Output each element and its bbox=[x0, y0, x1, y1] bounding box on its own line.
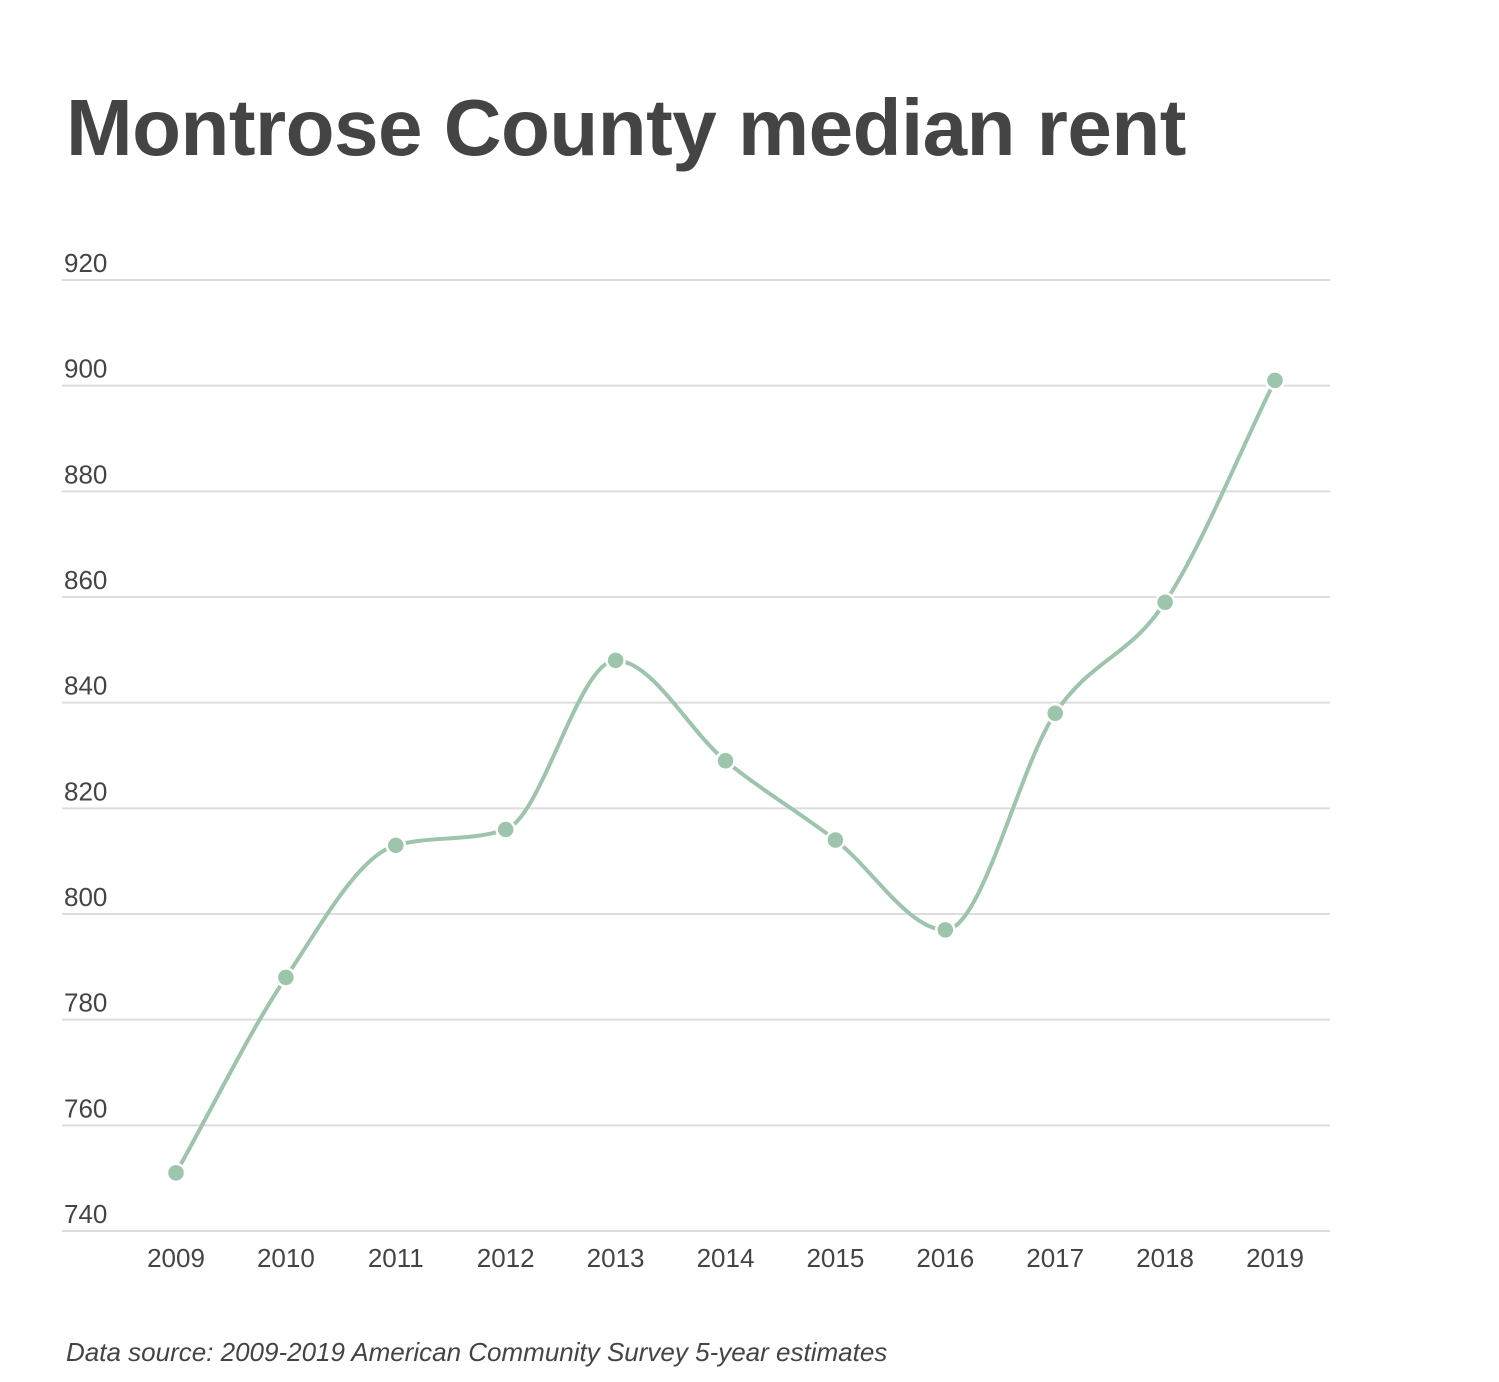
data-point bbox=[715, 750, 736, 772]
x-tick-label: 2016 bbox=[916, 1243, 974, 1273]
data-point bbox=[495, 819, 516, 840]
x-tick-label: 2012 bbox=[477, 1243, 535, 1273]
series-line-layer bbox=[174, 378, 1277, 1175]
gridlines bbox=[62, 279, 1330, 1232]
y-axis-tick-labels: 740 760 780 800 820 840 860 880 900 920 bbox=[64, 248, 107, 1229]
x-axis-tick-labels: 2009 2010 2011 2012 2013 2014 2015 2016 2017 2018… bbox=[147, 1243, 1304, 1273]
y-tick-label: 740 bbox=[64, 1199, 107, 1229]
y-tick-label: 860 bbox=[64, 565, 107, 595]
data-point bbox=[385, 835, 407, 856]
x-tick-label: 2010 bbox=[257, 1243, 315, 1273]
x-tick-label: 2019 bbox=[1246, 1243, 1304, 1273]
y-tick-label: 800 bbox=[64, 882, 107, 912]
y-tick-label: 900 bbox=[64, 354, 107, 384]
data-point bbox=[1044, 702, 1066, 724]
x-tick-label: 2014 bbox=[697, 1243, 755, 1273]
series-line bbox=[174, 378, 1277, 1175]
x-tick-label: 2015 bbox=[806, 1243, 864, 1273]
data-point bbox=[1154, 592, 1176, 613]
y-tick-label: 780 bbox=[64, 988, 107, 1018]
data-point bbox=[275, 967, 297, 988]
y-tick-label: 880 bbox=[64, 459, 107, 489]
x-tick-label: 2009 bbox=[147, 1243, 205, 1273]
x-tick-label: 2011 bbox=[368, 1243, 424, 1273]
data-point bbox=[165, 1162, 187, 1184]
y-tick-label: 820 bbox=[64, 776, 107, 806]
x-tick-label: 2013 bbox=[587, 1243, 645, 1273]
data-point bbox=[605, 650, 626, 671]
chart-title: Montrose County median rent bbox=[66, 83, 1186, 172]
x-tick-label: 2017 bbox=[1026, 1243, 1084, 1273]
data-point bbox=[1264, 370, 1286, 391]
data-point bbox=[825, 829, 846, 851]
y-tick-label: 840 bbox=[64, 671, 107, 701]
y-tick-label: 760 bbox=[64, 1093, 107, 1123]
data-point bbox=[935, 919, 956, 941]
x-tick-label: 2018 bbox=[1136, 1243, 1194, 1273]
data-points bbox=[165, 370, 1286, 1184]
y-tick-label: 920 bbox=[64, 248, 107, 278]
data-source-note: Data source: 2009-2019 American Communit… bbox=[66, 1337, 888, 1367]
